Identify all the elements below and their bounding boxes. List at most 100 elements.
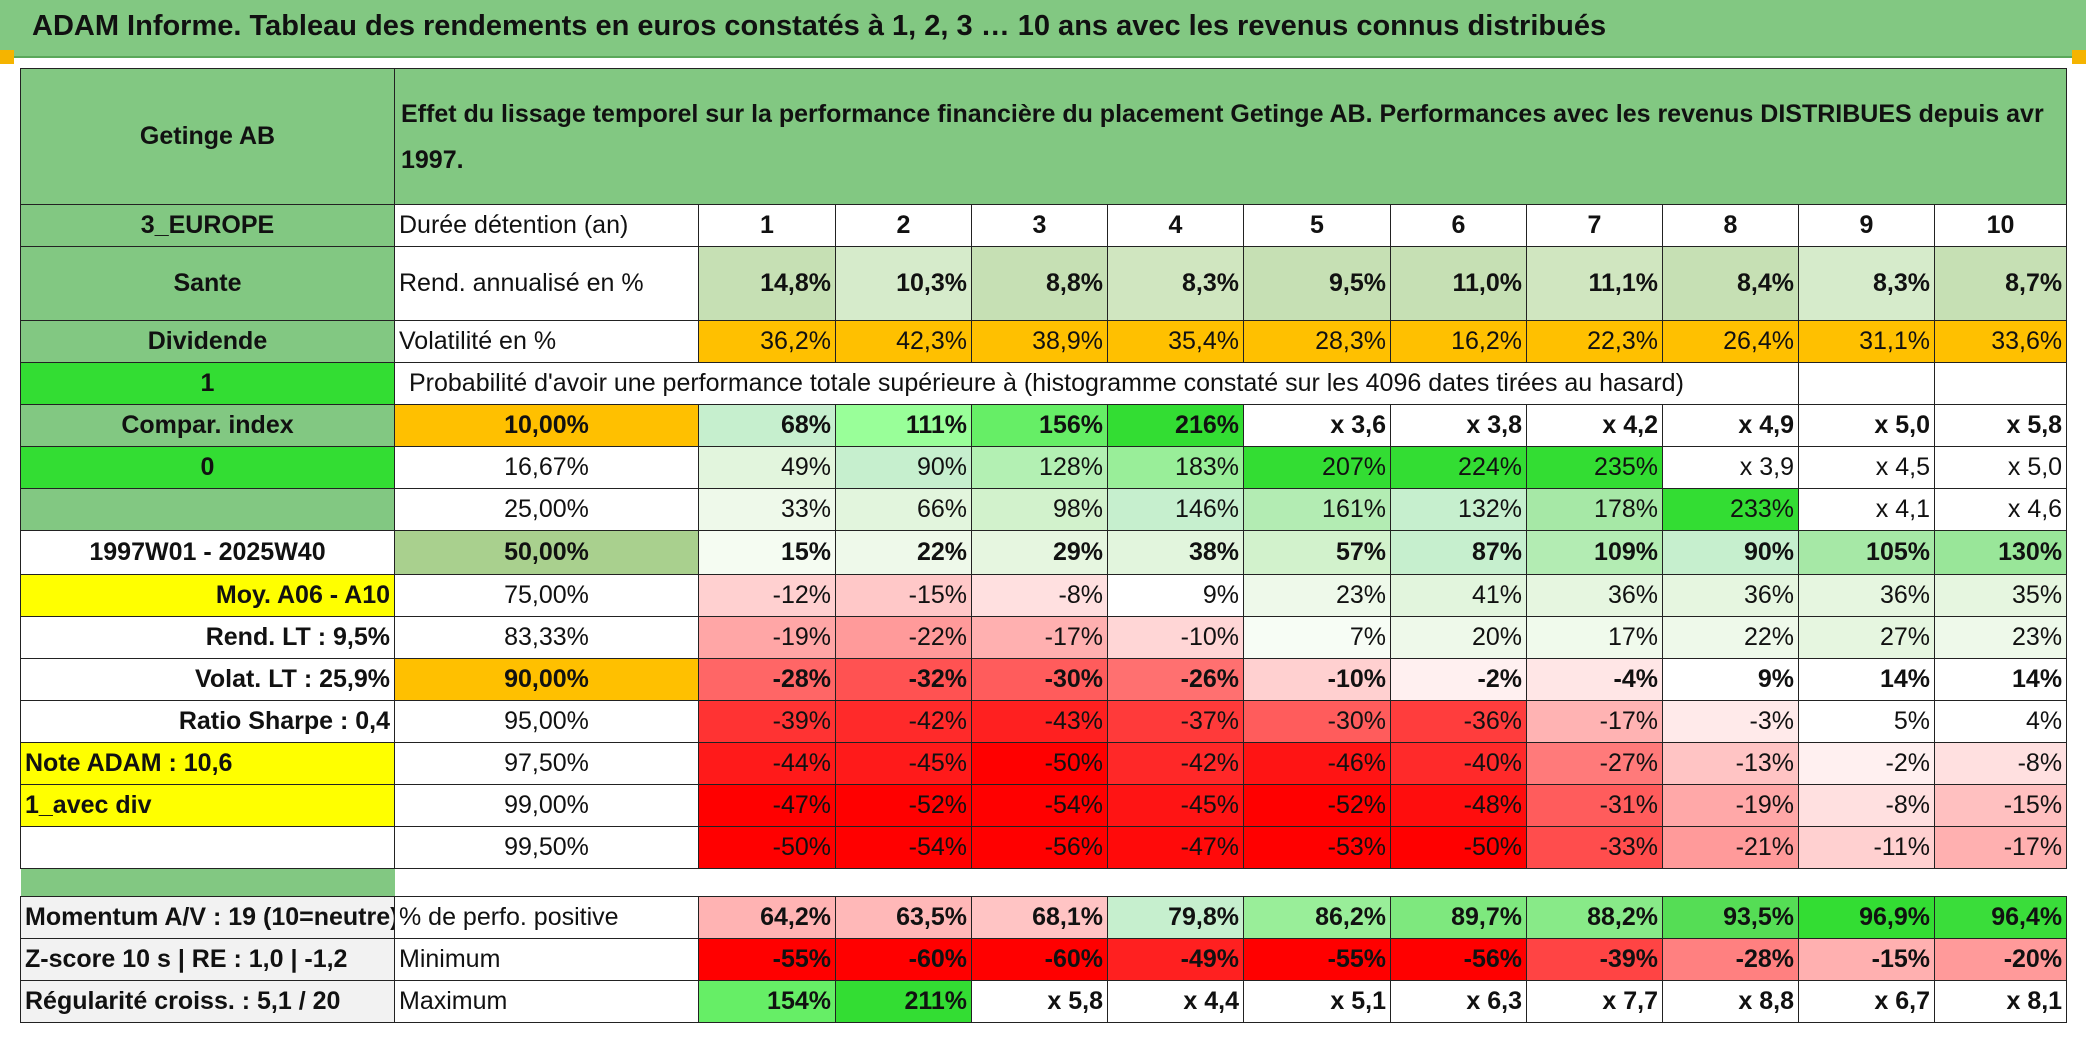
performance-cell: -27% (1526, 742, 1663, 785)
performance-cell: 130% (1933, 530, 2068, 575)
performance-cell: 111% (835, 404, 972, 447)
performance-cell: x 4,2 (1526, 404, 1663, 447)
performance-cell: 36% (1662, 574, 1799, 617)
maximum-cell: x 5,1 (1243, 980, 1391, 1023)
percent-positive-cell: 96,4% (1933, 896, 2068, 939)
performance-cell: x 5,8 (1933, 404, 2068, 447)
performance-cell: -2% (1390, 658, 1527, 701)
year-header: 3 (971, 204, 1108, 247)
performance-cell: 207% (1243, 446, 1391, 489)
probability-threshold: 83,33% (394, 616, 699, 659)
average-label: Moy. A06 - A10 (20, 574, 395, 617)
maximum-cell: x 8,8 (1662, 980, 1799, 1023)
empty-label (20, 488, 395, 531)
sector-label: Sante (20, 246, 395, 321)
volatility-label: Volatilité en % (394, 320, 699, 363)
year-header: 9 (1798, 204, 1935, 247)
performance-cell: -15% (1933, 784, 2068, 827)
percent-positive-cell: 88,2% (1526, 896, 1663, 939)
long-term-return: Rend. LT : 9,5% (20, 616, 395, 659)
probability-threshold: 99,50% (394, 826, 699, 869)
annual-return-cell: 10,3% (835, 246, 972, 321)
regularity-row-label: Maximum (394, 980, 699, 1023)
performance-cell: 23% (1243, 574, 1391, 617)
minimum-cell: -28% (1662, 938, 1799, 981)
maximum-cell: x 7,7 (1526, 980, 1663, 1023)
annual-return-cell: 8,3% (1798, 246, 1935, 321)
volatility-cell: 35,4% (1107, 320, 1244, 363)
table-description: Effet du lissage temporel sur la perform… (393, 68, 2068, 205)
year-header: 4 (1107, 204, 1244, 247)
performance-cell: -3% (1662, 700, 1799, 743)
empty-label (20, 826, 395, 869)
performance-cell: x 3,8 (1390, 404, 1527, 447)
probability-threshold: 10,00% (394, 404, 699, 447)
probability-caption: Probabilité d'avoir une performance tota… (394, 362, 1799, 405)
performance-cell: -44% (698, 742, 836, 785)
holding-duration-label: Durée détention (an) (394, 204, 699, 247)
performance-cell: -42% (835, 700, 972, 743)
performance-cell: -50% (1390, 826, 1527, 869)
performance-cell: -33% (1526, 826, 1663, 869)
performance-cell: -54% (835, 826, 972, 869)
performance-cell: x 3,9 (1662, 446, 1799, 489)
performance-cell: x 4,1 (1798, 488, 1935, 531)
performance-cell: -15% (835, 574, 972, 617)
performance-cell: -11% (1798, 826, 1935, 869)
performance-cell: 146% (1107, 488, 1244, 531)
performance-cell: x 4,6 (1933, 488, 2068, 531)
performance-cell: 90% (835, 446, 972, 489)
compar-index-label: Compar. index (20, 404, 395, 447)
annual-return-cell: 8,7% (1933, 246, 2068, 321)
performance-cell: -40% (1390, 742, 1527, 785)
performance-cell: -36% (1390, 700, 1527, 743)
percent-positive-cell: 68,1% (971, 896, 1108, 939)
performance-cell: 22% (1662, 616, 1799, 659)
percent-positive-cell: 64,2% (698, 896, 836, 939)
performance-cell: -48% (1390, 784, 1527, 827)
performance-cell: -28% (698, 658, 836, 701)
performance-cell: x 5,0 (1933, 446, 2068, 489)
performance-cell: -17% (971, 616, 1108, 659)
zscore-row-label: Minimum (394, 938, 699, 981)
performance-cell: 49% (698, 446, 836, 489)
maximum-cell: x 4,4 (1107, 980, 1244, 1023)
volatility-cell: 42,3% (835, 320, 972, 363)
performance-cell: -26% (1107, 658, 1244, 701)
period-label: 1997W01 - 2025W40 (20, 530, 395, 575)
performance-cell: -22% (835, 616, 972, 659)
minimum-cell: -15% (1798, 938, 1935, 981)
performance-cell: -12% (698, 574, 836, 617)
performance-cell: 15% (698, 530, 836, 575)
performance-cell: -4% (1526, 658, 1663, 701)
performance-cell: 9% (1107, 574, 1244, 617)
performance-cell: 20% (1390, 616, 1527, 659)
performance-cell: 33% (698, 488, 836, 531)
minimum-cell: -20% (1933, 938, 2068, 981)
performance-cell: 35% (1933, 574, 2068, 617)
percent-positive-cell: 63,5% (835, 896, 972, 939)
performance-cell: 22% (835, 530, 972, 575)
annual-return-cell: 9,5% (1243, 246, 1391, 321)
performance-cell: -50% (971, 742, 1108, 785)
performance-cell: -54% (971, 784, 1108, 827)
performance-cell: -8% (1933, 742, 2068, 785)
volatility-cell: 38,9% (971, 320, 1108, 363)
percent-positive-cell: 79,8% (1107, 896, 1244, 939)
maximum-cell: x 6,7 (1798, 980, 1935, 1023)
performance-cell: -30% (971, 658, 1108, 701)
maximum-cell: 154% (698, 980, 836, 1023)
volatility-cell: 31,1% (1798, 320, 1935, 363)
year-header: 10 (1933, 204, 2068, 247)
regularity-indicator: Régularité croiss. : 5,1 / 20 (20, 980, 395, 1023)
performance-cell: -37% (1107, 700, 1244, 743)
annual-return-label: Rend. annualisé en % (394, 246, 699, 321)
annual-return-cell: 8,4% (1662, 246, 1799, 321)
volatility-cell: 22,3% (1526, 320, 1663, 363)
performance-cell: -30% (1243, 700, 1391, 743)
performance-cell: -47% (698, 784, 836, 827)
percent-positive-cell: 86,2% (1243, 896, 1391, 939)
performance-cell: -19% (698, 616, 836, 659)
probability-threshold: 75,00% (394, 574, 699, 617)
performance-cell: 29% (971, 530, 1108, 575)
